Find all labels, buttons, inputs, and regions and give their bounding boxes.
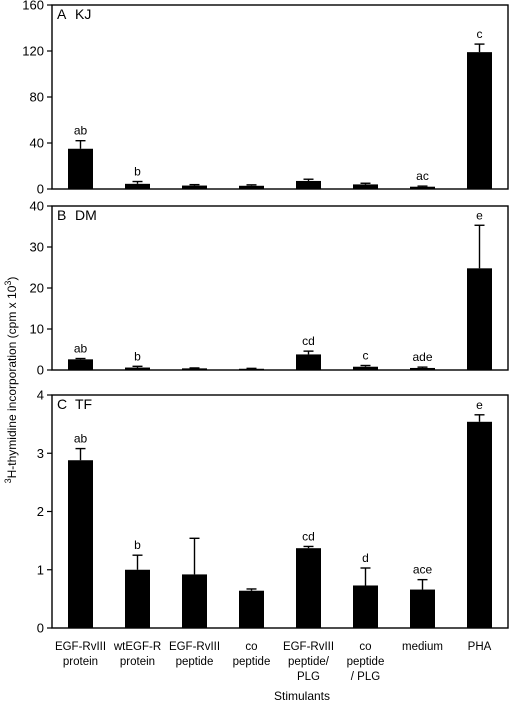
panel-a-significance-label: c <box>477 27 483 41</box>
x-category-label: medium <box>402 641 443 653</box>
x-category-label-line: EGF-RvIII <box>55 641 106 653</box>
panel-b-bar <box>410 367 435 370</box>
panel-c-bar <box>182 574 207 628</box>
panel-b-ytick-label: 0 <box>37 363 44 378</box>
x-category-label: EGF-RvIII protein <box>55 641 106 668</box>
panel-a-significance-label: b <box>134 165 141 179</box>
panel-a-bar <box>296 180 321 189</box>
panel-a-bar <box>410 186 435 189</box>
panel-c-significance-label: ace <box>413 563 433 577</box>
y-axis-title-suffix: ) <box>5 277 19 281</box>
panel-a-ytick-label: 40 <box>30 136 44 151</box>
x-category-label: EGF-RvIII peptide <box>169 641 220 668</box>
panel-b-bar <box>353 366 378 370</box>
panel-b-significance-label: ade <box>412 350 432 364</box>
panel-c-ytick-label: 4 <box>37 388 44 403</box>
panel-b: 0 10 20 30 40 B DM ab b cd c ade e <box>30 199 509 378</box>
panel-c-bar <box>296 548 321 628</box>
panel-b-frame <box>51 205 509 371</box>
panel-b-significance-label: ab <box>74 342 88 356</box>
x-category-label-line: / PLG <box>351 671 380 683</box>
panel-c-bar <box>68 460 93 628</box>
panel-c-ytick-label: 2 <box>37 504 44 519</box>
x-category-label-line: EGF-RvIII <box>169 641 220 653</box>
panel-c-frame <box>51 394 509 629</box>
panel-c-bar <box>239 590 264 628</box>
panel-c-ytick-label: 1 <box>37 562 44 577</box>
panel-b-ytick-label: 40 <box>30 199 44 214</box>
panel-a-ytick-label: 0 <box>37 182 44 197</box>
x-category-labels: EGF-RvIII protein wtEGF-R protein EGF-RvIII p… <box>55 641 492 683</box>
panel-a-bar <box>353 184 378 189</box>
x-category-label: PHA <box>468 641 492 653</box>
x-category-label-line: co <box>245 641 257 653</box>
panel-b-ytick-label: 30 <box>30 240 44 255</box>
x-category-label: co peptide / PLG <box>347 641 385 683</box>
x-category-label-line: protein <box>120 656 155 668</box>
panel-a-title: KJ <box>75 6 91 22</box>
panel-a-ytick-label: 160 <box>22 0 44 13</box>
panel-c-letter: C <box>57 396 67 412</box>
x-category-label: EGF-RvIII peptide/PLG <box>283 641 334 683</box>
panel-a-significance-label: ac <box>416 169 429 183</box>
panel-c-bar <box>467 421 492 628</box>
x-category-label-line: peptide <box>233 656 271 668</box>
panel-a-bar <box>125 183 150 189</box>
x-category-label: co peptide <box>233 641 271 668</box>
panel-c: 0 1 2 3 4C TF ab b cd d ace e <box>37 388 509 636</box>
panel-b-significance-label: e <box>476 208 483 222</box>
x-category-label-line: protein <box>63 656 98 668</box>
panel-c-bar <box>353 585 378 628</box>
panel-c-significance-label: d <box>362 551 369 565</box>
x-category-label: wtEGF-R protein <box>113 641 161 668</box>
x-category-label-line: co <box>359 641 371 653</box>
panel-a-letter: A <box>57 6 67 22</box>
panel-a: 0 40 80 120 160 A KJ ab b ac c <box>22 0 509 197</box>
panel-b-bar <box>68 359 93 370</box>
panel-c-ytick-label: 3 <box>37 446 44 461</box>
panel-a-bar <box>239 185 264 189</box>
panel-b-title: DM <box>75 207 97 223</box>
panel-c-bar <box>410 589 435 628</box>
x-category-label-line: peptide <box>347 656 385 668</box>
panel-c-significance-label: cd <box>302 529 315 543</box>
panel-b-significance-label: b <box>134 349 141 363</box>
panel-b-ytick-label: 20 <box>30 281 44 296</box>
y-axis-title-exponent: 3 <box>3 281 13 286</box>
panel-b-letter: B <box>57 207 66 223</box>
x-category-label-line: EGF-RvIII <box>283 641 334 653</box>
panel-b-bar <box>125 367 150 370</box>
panel-c-ytick-label: 0 <box>37 621 44 636</box>
panel-c-title: TF <box>75 396 92 412</box>
panel-b-bar <box>296 354 321 370</box>
panel-b-bar <box>239 368 264 370</box>
panel-c-significance-label: e <box>476 398 483 412</box>
panel-a-ytick-label: 80 <box>30 90 44 105</box>
panel-b-significance-label: cd <box>302 334 315 348</box>
x-category-label-line: medium <box>402 641 443 653</box>
x-axis-title: Stimulants <box>274 689 330 703</box>
x-category-label-line: peptide/ <box>288 656 330 668</box>
y-axis-title-superscript: 3 <box>3 478 13 483</box>
panel-b-ytick-label: 10 <box>30 322 44 337</box>
panel-c-significance-label: ab <box>74 432 88 446</box>
y-axis-title: 3H-thymidine incorporation (cpm x 103) <box>3 277 19 484</box>
panel-a-bar <box>467 52 492 190</box>
panel-a-frame <box>51 4 509 190</box>
panel-b-significance-label: c <box>363 348 369 362</box>
panel-a-significance-label: ab <box>74 124 88 138</box>
panel-a-ytick-label: 120 <box>22 44 44 59</box>
panel-a-bar <box>182 185 207 189</box>
panel-c-bar <box>125 569 150 628</box>
panel-b-bar <box>467 268 492 370</box>
x-category-label-line: PLG <box>297 671 320 683</box>
panel-a-bar <box>68 148 93 189</box>
panel-b-bar <box>182 368 207 370</box>
x-category-label-line: wtEGF-R <box>113 641 161 653</box>
y-axis-title-main: H-thymidine incorporation (cpm x 10 <box>5 285 19 478</box>
panel-c-significance-label: b <box>134 538 141 552</box>
x-category-label-line: peptide <box>176 656 214 668</box>
x-category-label-line: PHA <box>468 641 492 653</box>
